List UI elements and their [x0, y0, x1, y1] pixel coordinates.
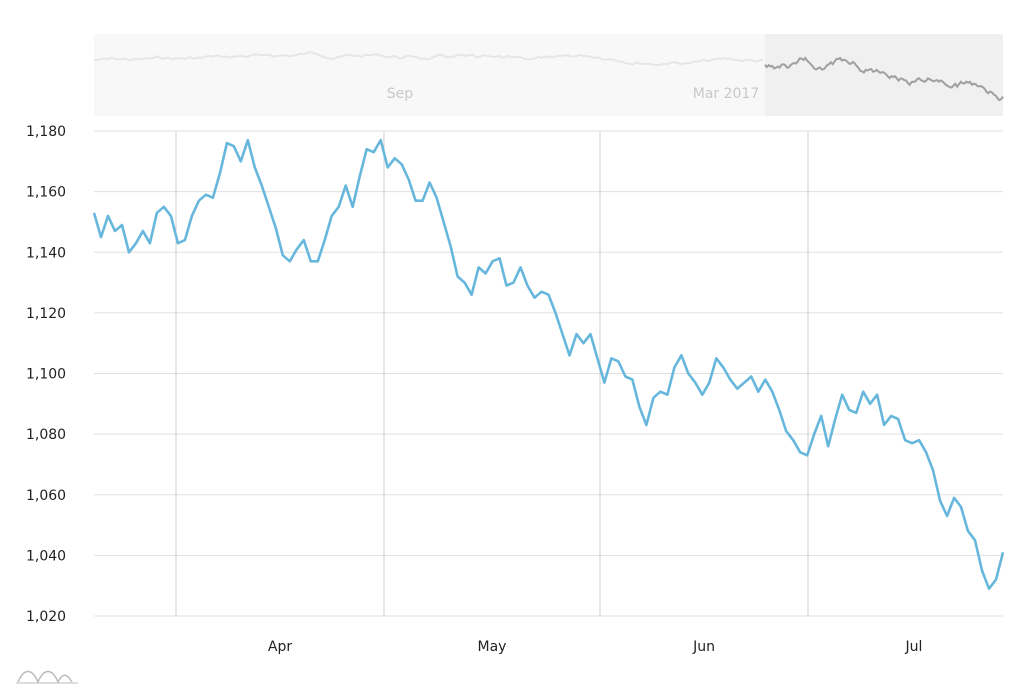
y-tick-label: 1,100	[26, 367, 66, 383]
x-axis: Apr May Jun Jul	[268, 639, 923, 655]
x-tick-label: Apr	[268, 639, 292, 655]
y-tick-label: 1,140	[26, 245, 66, 261]
navigator-label: Mar 2017	[693, 86, 760, 102]
x-tick-label: Jul	[905, 639, 923, 655]
series-line[interactable]	[94, 140, 1003, 589]
x-tick-label: May	[478, 639, 507, 655]
gridlines	[94, 131, 1003, 616]
y-tick-label: 1,120	[26, 306, 66, 322]
y-tick-label: 1,060	[26, 488, 66, 504]
minimap-icon[interactable]	[16, 672, 78, 684]
y-axis: 1,020 1,040 1,060 1,080 1,100 1,120 1,140 1,160…	[26, 124, 66, 625]
series-layer	[94, 140, 1003, 589]
navigator-selection[interactable]	[765, 34, 1003, 116]
navigator-label: Sep	[387, 86, 414, 102]
y-tick-label: 1,040	[26, 548, 66, 564]
x-tick-label: Jun	[692, 639, 715, 655]
y-tick-label: 1,080	[26, 427, 66, 443]
y-tick-label: 1,180	[26, 124, 66, 140]
y-tick-label: 1,160	[26, 185, 66, 201]
navigator-scrollbar[interactable]: Sep Mar 2017	[94, 34, 1003, 116]
y-tick-label: 1,020	[26, 609, 66, 625]
